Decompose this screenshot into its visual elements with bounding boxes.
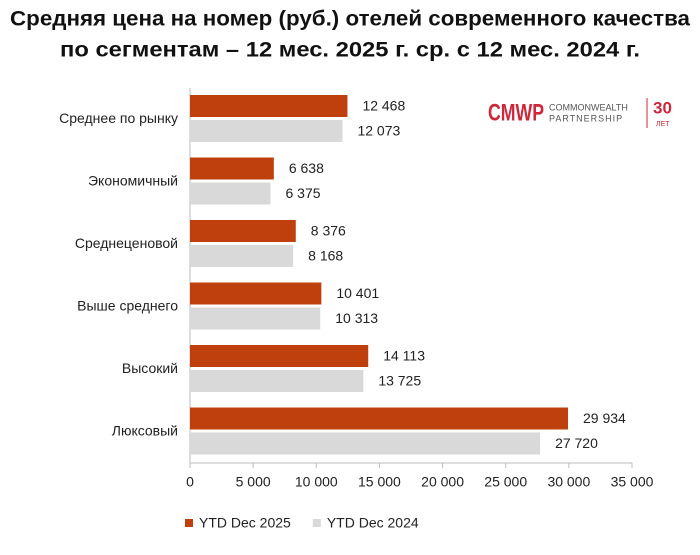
y-tick-label: Среднеценовой	[75, 235, 178, 251]
data-label: 6 375	[286, 185, 321, 201]
y-tick-label: Выше среднего	[77, 297, 178, 313]
x-tick-label: 35 000	[611, 474, 654, 490]
legend-swatch	[312, 519, 321, 527]
data-label: 6 638	[289, 160, 324, 176]
bar	[190, 282, 322, 305]
logo: CMWP COMMONWEALTH PARTNERSHIP 30 ЛЕТ	[488, 98, 672, 128]
x-tick-label: 0	[186, 474, 194, 490]
bar	[190, 432, 541, 455]
data-label: 10 313	[335, 310, 378, 326]
bar	[190, 157, 274, 180]
chart-title: по сегментам – 12 мес. 2025 г. ср. с 12 …	[60, 39, 640, 62]
y-tick-label: Экономичный	[88, 172, 178, 188]
bar	[190, 95, 348, 117]
data-label: 12 468	[362, 98, 405, 114]
data-label: 29 934	[583, 410, 626, 426]
logo-text: PARTNERSHIP	[549, 113, 623, 123]
data-label: 12 073	[357, 123, 400, 139]
bar	[190, 307, 321, 330]
data-label: 13 725	[378, 373, 421, 389]
logo-years: 30	[653, 98, 672, 117]
logo-mark: CMWP	[488, 99, 544, 126]
data-label: 27 720	[555, 435, 598, 451]
data-label: 10 401	[336, 285, 379, 301]
x-tick-label: 5 000	[236, 474, 271, 490]
y-tick-label: Высокий	[122, 360, 178, 376]
x-tick-label: 20 000	[421, 474, 464, 490]
logo-years-unit: ЛЕТ	[656, 121, 670, 128]
bar	[190, 120, 343, 142]
legend-label: YTD Dec 2024	[327, 515, 419, 531]
bar	[190, 345, 369, 367]
legend-swatch	[185, 519, 193, 527]
logo-text: COMMONWEALTH	[549, 102, 628, 112]
x-tick-label: 15 000	[358, 474, 401, 490]
y-tick-label: Люксовый	[112, 422, 178, 438]
y-tick-label: Среднее по рынку	[59, 110, 178, 126]
bar	[190, 220, 296, 242]
legend-label: YTD Dec 2025	[199, 515, 291, 531]
bar	[190, 182, 271, 205]
x-tick-label: 25 000	[484, 474, 527, 490]
bar	[190, 407, 569, 430]
data-label: 8 376	[311, 223, 346, 239]
bar	[190, 370, 364, 392]
x-tick-label: 10 000	[295, 474, 338, 490]
chart-title: Средняя цена на номер (руб.) отелей совр…	[10, 8, 690, 31]
bar	[190, 245, 294, 267]
data-label: 8 168	[308, 248, 343, 264]
data-label: 14 113	[383, 348, 425, 364]
x-tick-label: 30 000	[547, 474, 590, 490]
